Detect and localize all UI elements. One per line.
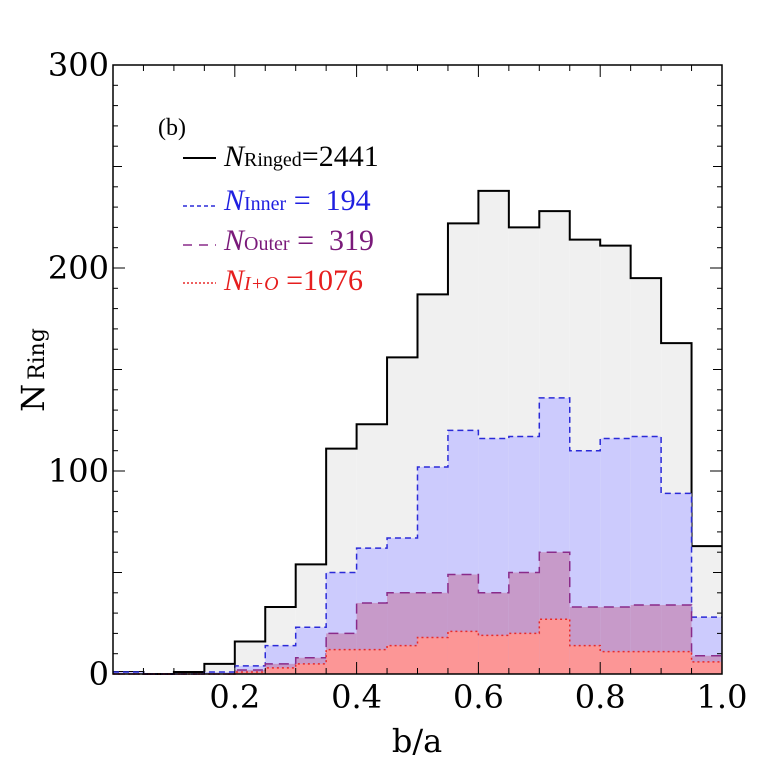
io-bar-7 xyxy=(326,649,357,674)
y-axis-title-main: N xyxy=(14,384,52,412)
io-bar-17 xyxy=(630,651,662,674)
x-tick-label: 0.4 xyxy=(331,678,382,716)
io-bar-14 xyxy=(539,619,570,674)
io-bar-16 xyxy=(600,651,631,674)
legend-name-inner: N xyxy=(223,184,246,217)
legend-entry-inner: NInner = 194 xyxy=(183,184,371,217)
io-bar-5 xyxy=(265,667,296,674)
x-tick-label: 0.6 xyxy=(453,678,504,716)
ringed-bar-2 xyxy=(173,671,205,674)
io-bar-13 xyxy=(508,633,540,674)
io-bar-9 xyxy=(387,645,418,674)
legend-name-io: N xyxy=(223,264,246,297)
y-axis-title-sub: Ring xyxy=(25,328,50,380)
legend-sub-ringed: Ringed xyxy=(244,149,302,171)
y-tick-label: 200 xyxy=(48,249,109,287)
y-tick-label: 300 xyxy=(48,46,109,84)
io-bar-12 xyxy=(478,635,509,674)
legend-value-outer: = 319 xyxy=(290,224,374,257)
legend-value-io: =1076 xyxy=(279,264,363,297)
y-axis-title: N Ring xyxy=(14,328,52,412)
io-bar-6 xyxy=(295,663,327,674)
ringed-bar-3 xyxy=(204,663,235,674)
y-tick-label: 100 xyxy=(48,452,109,490)
svg-text:NRinged=2441: NRinged=2441 xyxy=(223,140,379,173)
legend-sub-io: I+O xyxy=(243,273,279,295)
legend: NRinged=2441 NInner = 194 NOuter = 319 N… xyxy=(183,140,379,297)
x-tick-label: 0.2 xyxy=(209,678,260,716)
histogram-bars xyxy=(113,189,722,675)
io-bar-8 xyxy=(356,649,388,674)
io-bar-4 xyxy=(234,671,266,674)
legend-sub-inner: Inner xyxy=(244,193,287,215)
svg-text:NOuter = 319: NOuter = 319 xyxy=(223,224,374,257)
outer-step-line xyxy=(113,551,722,675)
legend-value-inner: = 194 xyxy=(286,184,370,217)
x-tick-label: 0.8 xyxy=(575,678,626,716)
svg-text:NInner = 194: NInner = 194 xyxy=(223,184,371,217)
legend-entry-io: NI+O =1076 xyxy=(183,264,363,297)
panel-label: (b) xyxy=(158,115,186,141)
legend-value-ringed: =2441 xyxy=(302,140,379,173)
inner-bar-3 xyxy=(204,671,235,674)
io-bar-19 xyxy=(691,661,722,674)
io-bar-10 xyxy=(417,637,448,674)
legend-name-ringed: N xyxy=(223,140,246,173)
legend-name-outer: N xyxy=(223,224,246,257)
legend-sub-outer: Outer xyxy=(244,233,290,255)
io-step-line xyxy=(113,618,722,675)
legend-entry-outer: NOuter = 319 xyxy=(183,224,374,257)
series-io xyxy=(234,619,722,674)
legend-entry-ringed: NRinged=2441 xyxy=(183,140,379,173)
io-bar-18 xyxy=(661,651,692,674)
inner-bar-0 xyxy=(113,671,144,674)
io-bar-11 xyxy=(447,631,479,674)
x-tick-label: 1.0 xyxy=(697,678,748,716)
io-bar-15 xyxy=(569,645,601,674)
ringed-step-line xyxy=(113,189,722,675)
axis-ticks: 0.2 0.4 0.6 0.8 1.0 0 100 200 300 xyxy=(48,46,748,716)
inner-step-line xyxy=(113,397,722,675)
x-axis-title: b/a xyxy=(392,722,442,760)
svg-text:NI+O =1076: NI+O =1076 xyxy=(223,264,363,297)
y-tick-label: 0 xyxy=(89,655,109,693)
